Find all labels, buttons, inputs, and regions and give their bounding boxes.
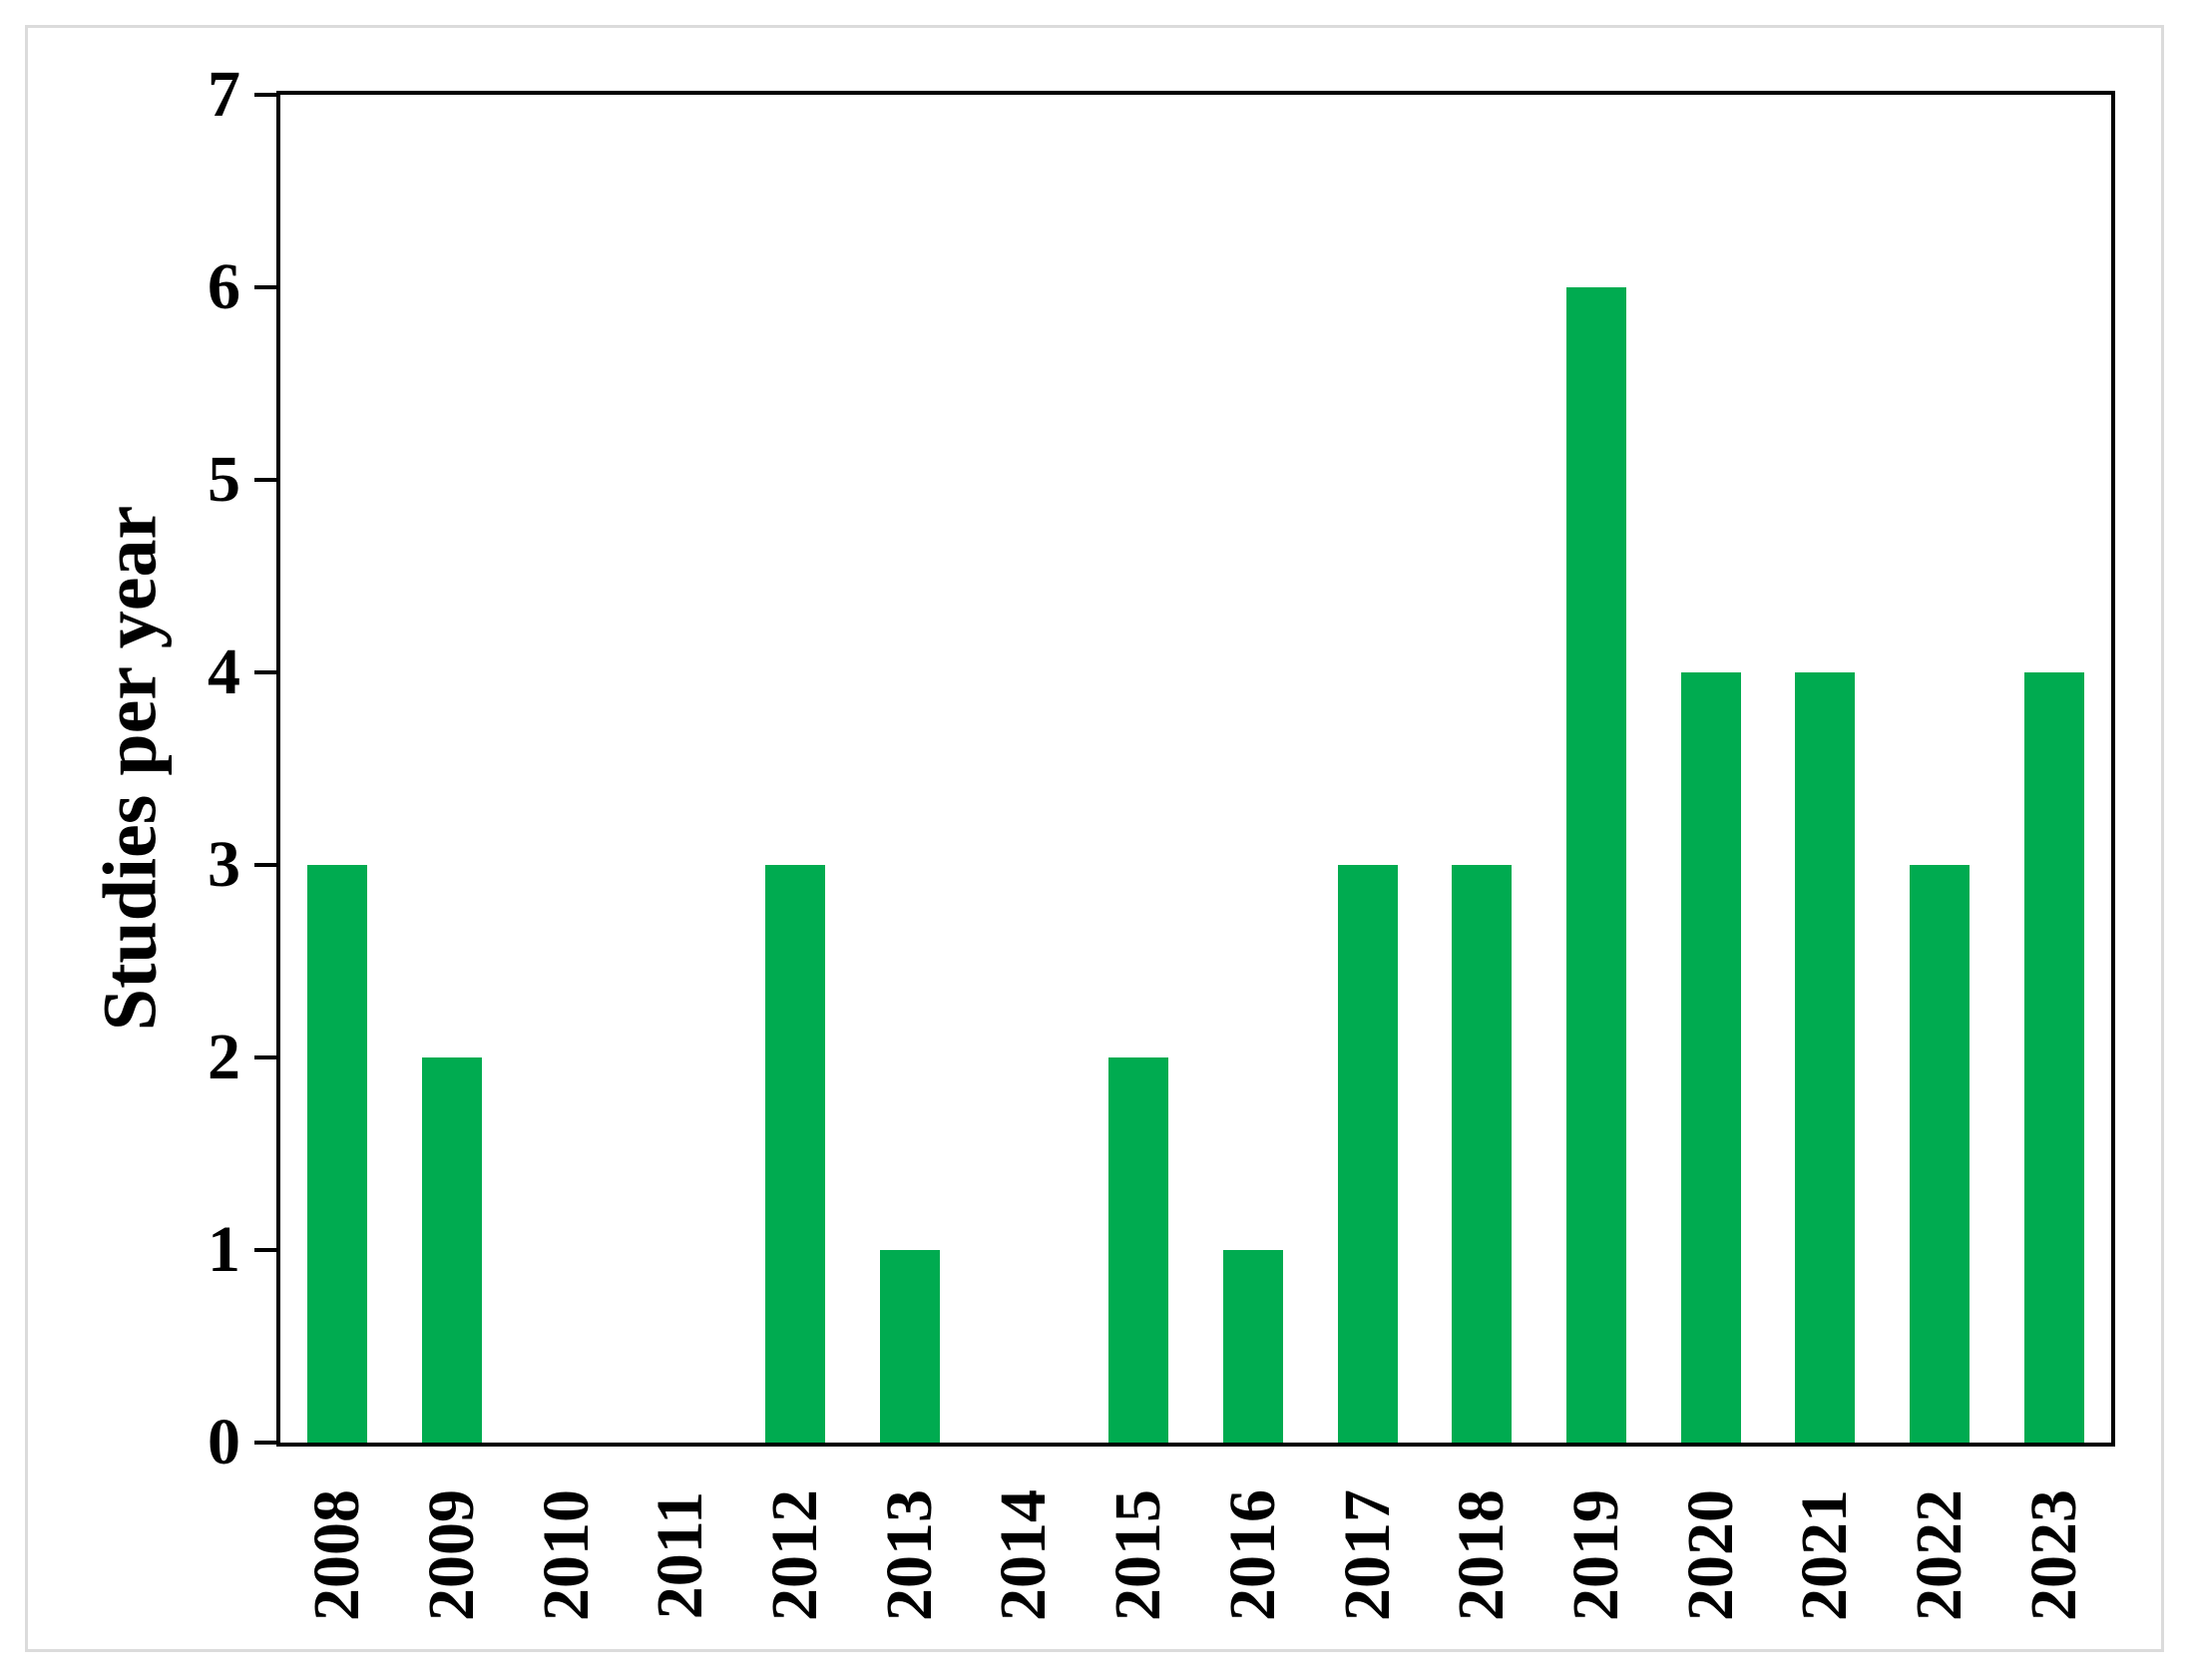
y-tick-4: [254, 670, 276, 674]
y-tick-3: [254, 863, 276, 867]
x-tick-label-2023: 2023: [2016, 1489, 2090, 1621]
y-tick-2: [254, 1055, 276, 1059]
y-tick-label-6: 6: [208, 250, 240, 323]
x-tick-label-2017: 2017: [1330, 1489, 1404, 1621]
y-tick-label-3: 3: [208, 828, 240, 901]
bar-2013: [879, 1250, 940, 1443]
x-tick-label-2010: 2010: [529, 1489, 603, 1621]
bar-2017: [1337, 865, 1398, 1443]
y-tick-label-5: 5: [208, 443, 240, 516]
x-tick-label-2009: 2009: [415, 1489, 489, 1621]
y-tick-6: [254, 285, 276, 289]
y-tick-label-2: 2: [208, 1021, 240, 1093]
bar-2018: [1452, 865, 1513, 1443]
bars-container: [280, 95, 2111, 1443]
x-tick-label-2008: 2008: [300, 1489, 374, 1621]
x-tick-label-2013: 2013: [872, 1489, 946, 1621]
x-tick-label-2021: 2021: [1788, 1489, 1862, 1621]
plot-area: 0 1 2 3 4 5 6 7 2008 2009 2010 2011 2012 2013 2014 2015…: [208, 59, 2115, 1621]
bar-2015: [1108, 1057, 1169, 1443]
y-tick-7: [254, 93, 276, 97]
x-tick-label-2014: 2014: [987, 1489, 1061, 1621]
bar-2009: [422, 1057, 483, 1443]
x-tick-label-2015: 2015: [1101, 1489, 1175, 1621]
bar-2021: [1795, 672, 1856, 1443]
y-tick-1: [254, 1248, 276, 1252]
y-tick-label-7: 7: [208, 58, 240, 131]
y-tick-0: [254, 1441, 276, 1445]
y-tick-label-0: 0: [208, 1406, 240, 1478]
x-tick-label-2020: 2020: [1673, 1489, 1747, 1621]
x-tick-label-2019: 2019: [1558, 1489, 1632, 1621]
y-tick-label-4: 4: [208, 635, 240, 708]
x-tick-label-2016: 2016: [1215, 1489, 1289, 1621]
x-tick-label-2011: 2011: [644, 1490, 717, 1620]
y-tick-5: [254, 478, 276, 482]
bar-2016: [1222, 1250, 1283, 1443]
bar-2020: [1680, 672, 1741, 1443]
x-tick-label-2018: 2018: [1445, 1489, 1519, 1621]
x-tick-label-2012: 2012: [758, 1489, 832, 1621]
bar-2023: [2023, 672, 2084, 1443]
y-tick-label-1: 1: [208, 1213, 240, 1286]
bar-2012: [765, 865, 826, 1443]
bar-2019: [1565, 287, 1626, 1443]
x-tick-label-2022: 2022: [1902, 1489, 1975, 1621]
bar-2008: [307, 865, 368, 1443]
bar-2022: [1909, 865, 1970, 1443]
